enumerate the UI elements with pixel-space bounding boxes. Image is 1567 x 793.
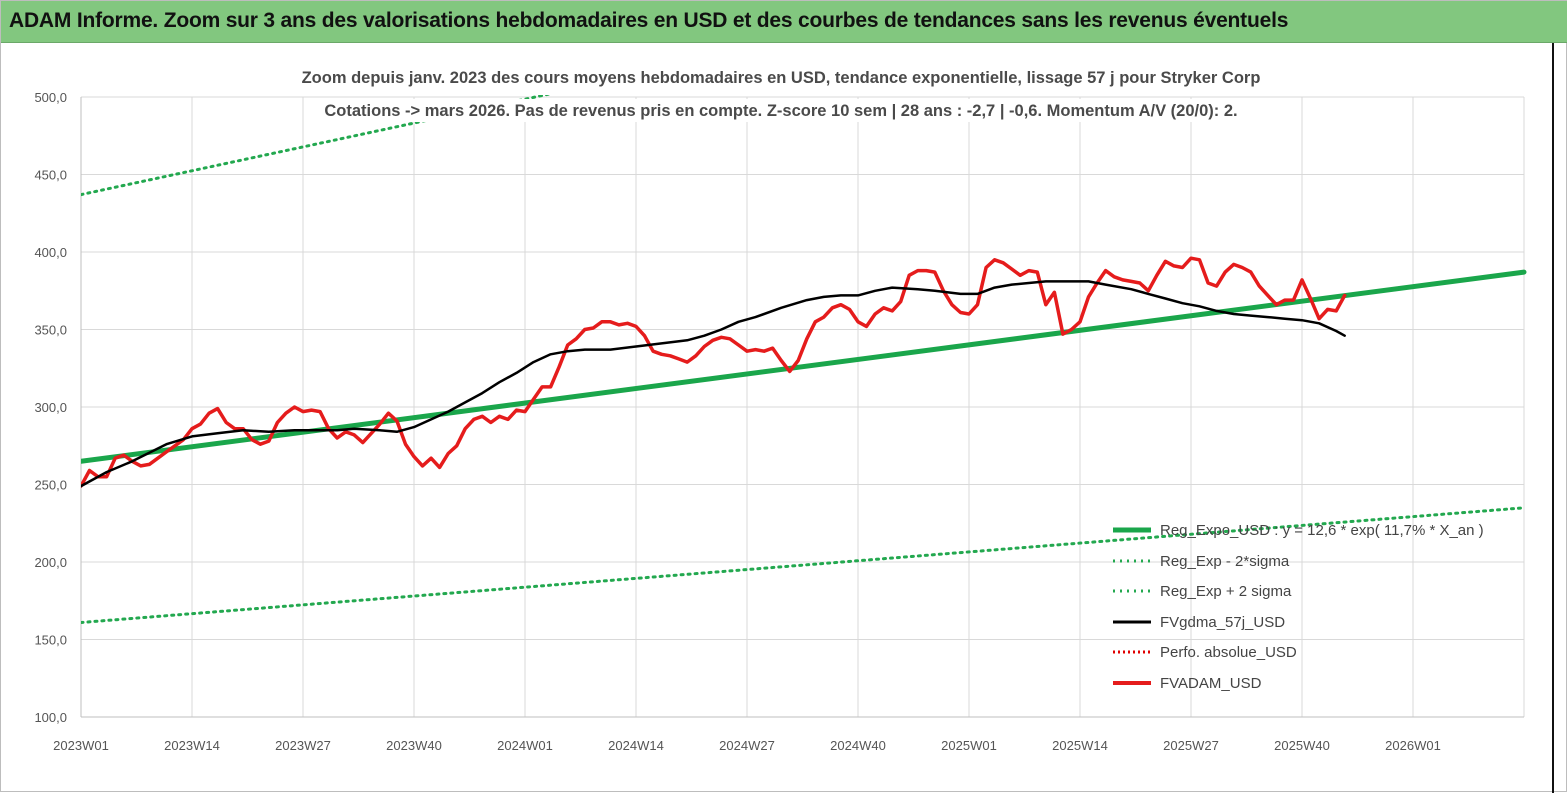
y-tick-label: 100,0 — [34, 710, 67, 725]
legend-label-fvgdma: FVgdma_57j_USD — [1160, 614, 1285, 631]
x-tick-label: 2024W40 — [830, 738, 886, 753]
frame-right-border — [1552, 43, 1554, 793]
y-tick-label: 250,0 — [34, 478, 67, 493]
y-axis-tick-labels: 100,0 150,0 200,0 250,0 300,0 350,0 400,0 450,0… — [34, 90, 67, 725]
y-tick-label: 350,0 — [34, 323, 67, 338]
legend: Reg_Expo_USD : y = 12,6 * exp( 11,7% * X… — [1113, 522, 1484, 692]
legend-label-reg-plus-sigma: Reg_Exp + 2 sigma — [1160, 583, 1292, 600]
x-tick-label: 2025W27 — [1163, 738, 1219, 753]
x-tick-label: 2026W01 — [1385, 738, 1441, 753]
series-reg-plus-sigma-line — [81, 95, 552, 197]
chart-title-background — [318, 99, 1244, 122]
series-fvgdma-line — [81, 280, 1346, 488]
legend-label-fvadam: FVADAM_USD — [1160, 675, 1262, 692]
x-tick-label: 2025W14 — [1052, 738, 1108, 753]
series-lines — [81, 95, 1527, 624]
y-tick-label: 450,0 — [34, 168, 67, 183]
x-axis-tick-labels: 2023W01 2023W14 2023W27 2023W40 2024W01 2024W… — [53, 738, 1441, 753]
y-tick-label: 150,0 — [34, 633, 67, 648]
y-tick-label: 500,0 — [34, 90, 67, 105]
y-tick-label: 300,0 — [34, 400, 67, 415]
x-tick-label: 2024W27 — [719, 738, 775, 753]
chart-title-line-2: Cotations -> mars 2026. Pas de revenus p… — [324, 102, 1237, 120]
chart-title-line-1: Zoom depuis janv. 2023 des cours moyens … — [302, 69, 1261, 87]
x-tick-label: 2025W40 — [1274, 738, 1330, 753]
line-chart: Zoom depuis janv. 2023 des cours moyens … — [34, 66, 1527, 753]
x-tick-label: 2024W01 — [497, 738, 553, 753]
x-tick-label: 2023W40 — [386, 738, 442, 753]
chart-title: Zoom depuis janv. 2023 des cours moyens … — [295, 66, 1267, 122]
report-title: ADAM Informe. Zoom sur 3 ans des valoris… — [9, 9, 1289, 32]
x-tick-label: 2023W27 — [275, 738, 331, 753]
series-reg-minus-sigma-line — [81, 506, 1526, 624]
legend-label-reg-expo: Reg_Expo_USD : y = 12,6 * exp( 11,7% * X… — [1160, 522, 1484, 539]
y-tick-label: 200,0 — [34, 555, 67, 570]
x-tick-label: 2024W14 — [608, 738, 664, 753]
report-banner: ADAM Informe. Zoom sur 3 ans des valoris… — [1, 1, 1567, 43]
chart-title-background — [295, 66, 1267, 89]
x-tick-label: 2023W14 — [164, 738, 220, 753]
y-tick-label: 400,0 — [34, 245, 67, 260]
legend-label-reg-minus-sigma: Reg_Exp - 2*sigma — [1160, 553, 1290, 570]
series-fvadam-line — [81, 256, 1347, 488]
gridlines — [80, 96, 1525, 718]
x-tick-label: 2025W01 — [941, 738, 997, 753]
x-tick-label: 2023W01 — [53, 738, 109, 753]
legend-label-perfo: Perfo. absolue_USD — [1160, 644, 1297, 661]
